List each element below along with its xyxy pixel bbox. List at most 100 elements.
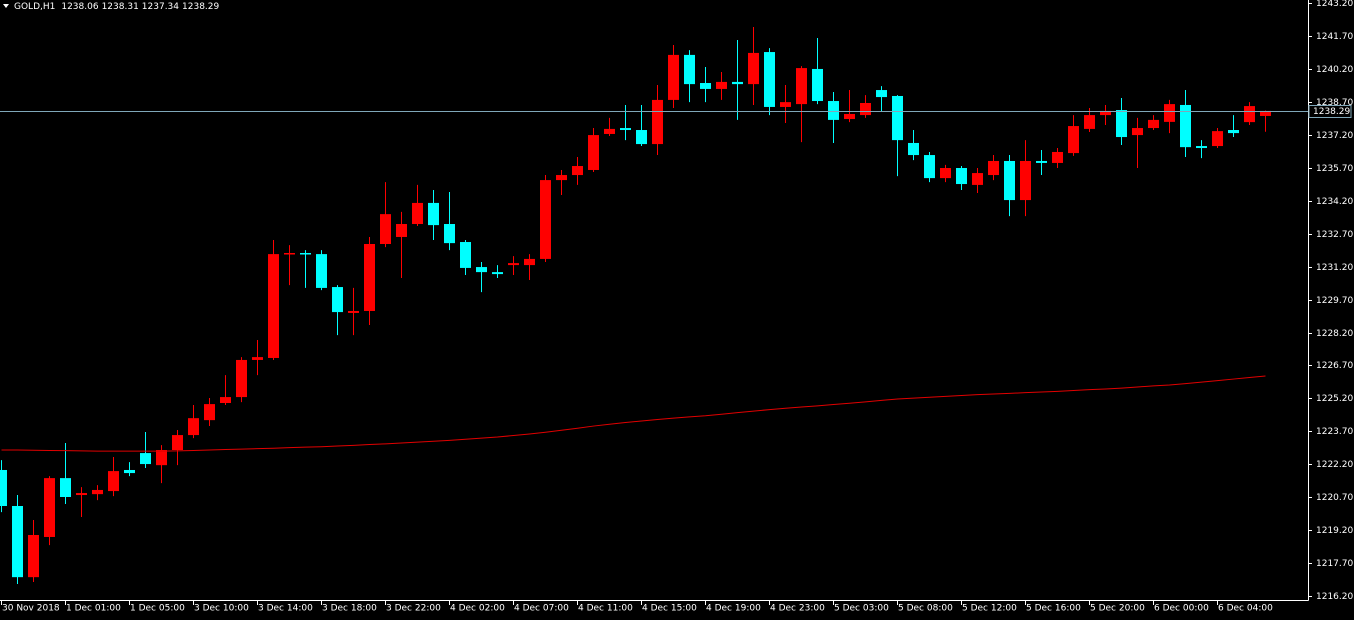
candle-body xyxy=(1132,128,1143,136)
last-open: 1238.06 xyxy=(61,2,98,12)
x-tick-label: 5 Dec 20:00 xyxy=(1090,604,1145,614)
candle-body xyxy=(732,81,743,85)
candle-body xyxy=(924,155,935,179)
candle-body xyxy=(1084,115,1095,129)
candle-body xyxy=(1196,146,1207,149)
candle-body xyxy=(636,130,647,145)
y-tick-label: 1238.70 xyxy=(1316,98,1353,108)
candle-body xyxy=(1148,119,1159,129)
candle-body xyxy=(348,310,359,313)
moving-average xyxy=(1,375,1266,452)
y-tick-label: 1237.20 xyxy=(1316,131,1353,141)
candle-body xyxy=(460,242,471,268)
candle-body xyxy=(300,253,311,255)
x-tick-label: 4 Dec 11:00 xyxy=(578,604,633,614)
current-price-label: 1238.29 xyxy=(1313,107,1350,117)
candle-body xyxy=(188,418,199,436)
candle-body xyxy=(620,128,631,131)
x-tick-label: 6 Dec 04:00 xyxy=(1218,604,1273,614)
x-tick-label: 3 Dec 18:00 xyxy=(322,604,377,614)
candle-body xyxy=(380,214,391,244)
candle-body xyxy=(1244,106,1255,123)
candle-body xyxy=(1212,131,1223,147)
candle-body xyxy=(1260,110,1271,116)
candle-body xyxy=(1036,160,1047,163)
y-tick-label: 1217.70 xyxy=(1316,559,1353,569)
candle-body xyxy=(268,254,279,358)
candle-body xyxy=(236,359,247,398)
candle-body xyxy=(876,90,887,98)
candle-body xyxy=(1164,104,1175,122)
symbol: GOLD,H1 xyxy=(14,2,55,12)
candle-body xyxy=(428,202,439,226)
candle-body xyxy=(940,168,951,179)
candle-body xyxy=(988,160,999,176)
current-price-box xyxy=(1308,105,1352,118)
x-tick-label: 5 Dec 03:00 xyxy=(834,604,889,614)
candle-body xyxy=(332,287,343,313)
candle-body xyxy=(316,254,327,288)
candle-body xyxy=(444,224,455,244)
y-tick-label: 1225.20 xyxy=(1316,394,1353,404)
candle-body xyxy=(588,135,599,170)
candle-body xyxy=(44,478,55,537)
chart-header: GOLD,H1 1238.06 1238.31 1237.34 1238.29 xyxy=(14,2,220,12)
last-close: 1238.29 xyxy=(182,2,219,12)
candle-body xyxy=(604,128,615,134)
y-tick-label: 1241.70 xyxy=(1316,32,1353,42)
y-tick-label: 1232.70 xyxy=(1316,230,1353,240)
x-tick-label: 3 Dec 22:00 xyxy=(386,604,441,614)
last-high: 1238.31 xyxy=(102,2,139,12)
candle-body xyxy=(540,180,551,259)
y-tick-label: 1220.70 xyxy=(1316,493,1353,503)
y-tick-label: 1240.20 xyxy=(1316,65,1353,75)
x-tick-label: 4 Dec 19:00 xyxy=(706,604,761,614)
y-tick-label: 1219.20 xyxy=(1316,526,1353,536)
x-tick-label: 1 Dec 01:00 xyxy=(66,604,121,614)
candle-body xyxy=(108,471,119,492)
x-tick-label: 4 Dec 02:00 xyxy=(450,604,505,614)
candle-body xyxy=(124,469,135,474)
candle-body xyxy=(844,113,855,120)
y-tick-label: 1234.20 xyxy=(1316,197,1353,207)
x-tick-label: 6 Dec 00:00 xyxy=(1154,604,1209,614)
candle-body xyxy=(860,103,871,116)
candle-body xyxy=(684,54,695,85)
candle-body xyxy=(1228,130,1239,134)
candle-body xyxy=(140,453,151,465)
x-tick-label: 1 Dec 05:00 xyxy=(130,604,185,614)
candle-body xyxy=(1052,151,1063,163)
candle-body xyxy=(1100,110,1111,116)
candle-body xyxy=(364,243,375,311)
y-tick-label: 1216.20 xyxy=(1316,592,1353,602)
candle-body xyxy=(828,101,839,120)
candle-body xyxy=(12,506,23,578)
candle-body xyxy=(892,95,903,141)
candle-body xyxy=(284,253,295,255)
candle-body xyxy=(780,102,791,107)
last-low: 1237.34 xyxy=(142,2,179,12)
candle-body xyxy=(172,435,183,450)
x-tick-label: 4 Dec 15:00 xyxy=(642,604,697,614)
candle-body xyxy=(60,478,71,497)
candle-body xyxy=(492,272,503,275)
x-tick-label: 3 Dec 10:00 xyxy=(194,604,249,614)
candle-body xyxy=(0,469,7,507)
candle-body xyxy=(76,493,87,496)
y-tick-label: 1226.70 xyxy=(1316,361,1353,371)
x-tick-label: 30 Nov 2018 xyxy=(2,604,60,614)
y-tick-label: 1222.20 xyxy=(1316,460,1353,470)
candle-body xyxy=(796,68,807,105)
x-tick-label: 3 Dec 14:00 xyxy=(258,604,313,614)
y-tick-label: 1243.20 xyxy=(1316,0,1353,9)
candle-body xyxy=(412,202,423,225)
candle-body xyxy=(700,83,711,89)
candle-body xyxy=(748,52,759,85)
candle-body xyxy=(764,52,775,107)
candle-body xyxy=(908,142,919,156)
y-tick-label: 1228.20 xyxy=(1316,329,1353,339)
candle-body xyxy=(476,267,487,273)
candle-body xyxy=(92,489,103,495)
